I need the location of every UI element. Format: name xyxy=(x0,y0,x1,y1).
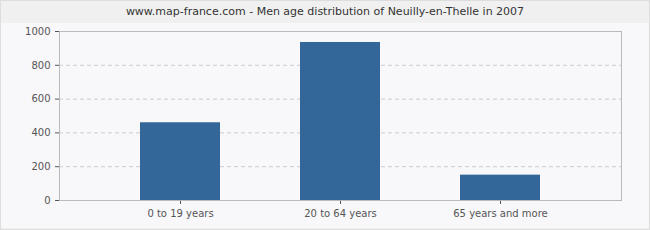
svg-text:200: 200 xyxy=(31,161,50,172)
svg-text:0 to 19 years: 0 to 19 years xyxy=(147,208,213,219)
svg-text:400: 400 xyxy=(31,127,50,138)
svg-text:1000: 1000 xyxy=(25,26,50,37)
svg-text:65 years and more: 65 years and more xyxy=(453,208,548,219)
svg-text:800: 800 xyxy=(31,60,50,71)
svg-text:20 to 64 years: 20 to 64 years xyxy=(304,208,377,219)
svg-text:0: 0 xyxy=(44,195,50,206)
svg-text:600: 600 xyxy=(31,93,50,104)
html-text:www.map-france.com - Men age d: www.map-france.com - Men age distributio… xyxy=(125,5,525,18)
